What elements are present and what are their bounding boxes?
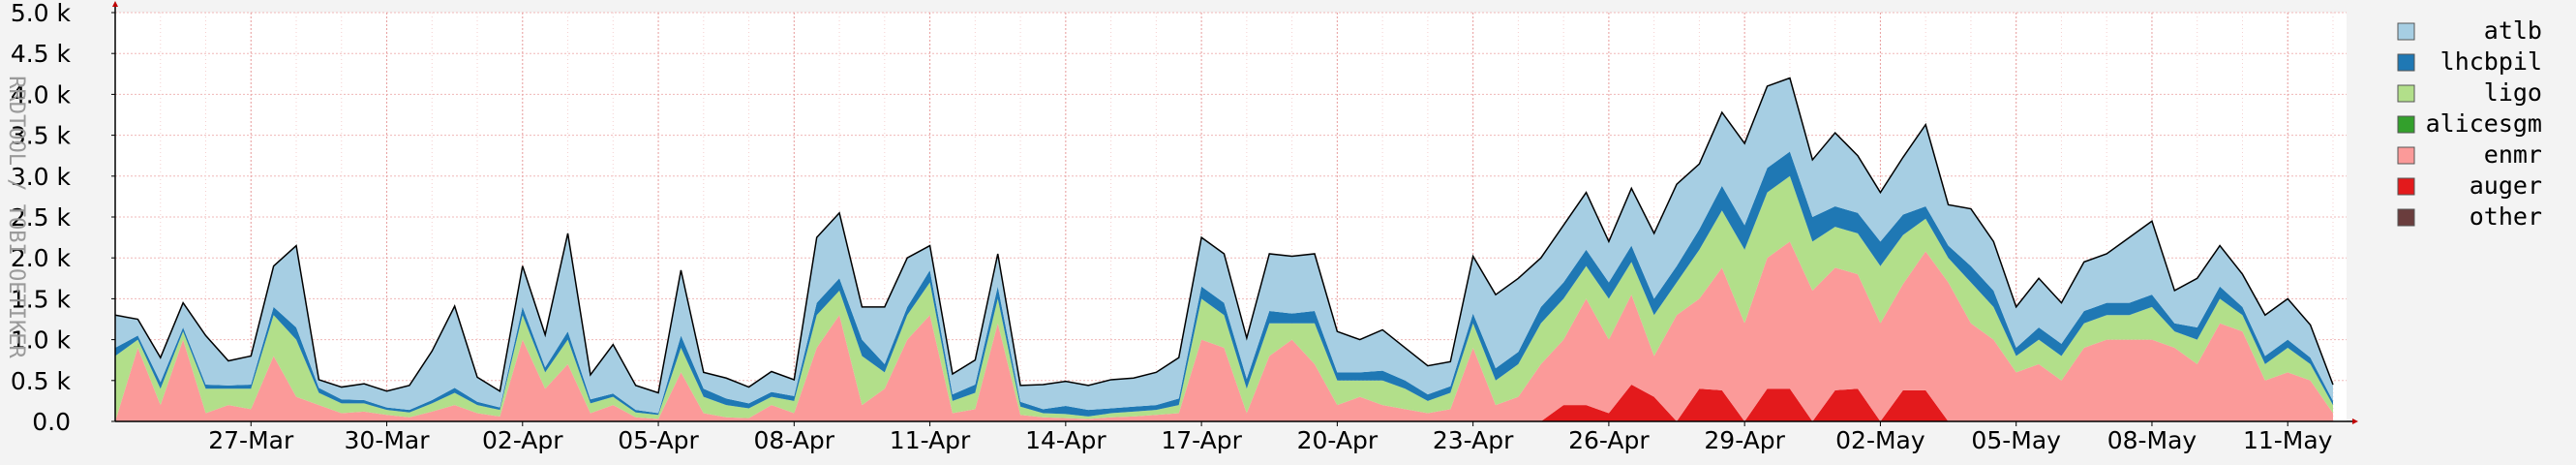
y-tick-labels: 0.0 0.5 k 1.0 k 1.5 k 2.0 k 2.5 k 3.0 k 3.5 k 4.…	[11, 0, 115, 436]
x-tick-label-4: 08-Apr	[754, 426, 835, 454]
x-tick-label-3: 05-Apr	[618, 426, 699, 454]
x-tick-label-10: 26-Apr	[1568, 426, 1650, 454]
x-tick-label-5: 11-Apr	[890, 426, 971, 454]
x-tick-label-2: 02-Apr	[482, 426, 563, 454]
legend-label-lhcbpil: lhcbpil	[2440, 47, 2542, 76]
x-tick-label-11: 29-Apr	[1704, 426, 1785, 454]
x-tick-label-7: 17-Apr	[1161, 426, 1242, 454]
series-areas	[115, 78, 2333, 421]
y-tick-label-0: 0.0	[32, 408, 71, 436]
y-tick-label-6: 3.0 k	[11, 163, 72, 191]
x-tick-label-14: 08-May	[2107, 426, 2197, 454]
legend-swatch-lhcbpil	[2397, 53, 2415, 72]
y-tick-label-4: 2.0 k	[11, 244, 72, 272]
x-tick-label-9: 23-Apr	[1433, 426, 1514, 454]
x-tick-label-1: 30-Mar	[345, 426, 431, 454]
y-tick-label-9: 4.5 k	[11, 40, 72, 68]
x-tick-label-6: 14-Apr	[1025, 426, 1106, 454]
x-axis-arrow	[2352, 418, 2358, 424]
y-tick-label-7: 3.5 k	[11, 122, 72, 150]
x-tick-label-12: 02-May	[1835, 426, 1925, 454]
x-tick-label-13: 05-May	[1971, 426, 2061, 454]
x-tick-labels: 27-Mar 30-Mar 02-Apr 05-Apr 08-Apr 11-Apr 14-A…	[208, 421, 2333, 454]
legend-swatch-auger	[2397, 177, 2415, 196]
legend-swatch-ligo	[2397, 84, 2415, 103]
legend-label-other: other	[2470, 202, 2542, 231]
y-axis-label: RRDTOOL / TOBI OETIKER	[4, 76, 28, 358]
legend-label-auger: auger	[2470, 171, 2542, 200]
legend-label-ligo: ligo	[2484, 78, 2542, 107]
y-tick-label-5: 2.5 k	[11, 203, 72, 232]
y-tick-label-3: 1.5 k	[11, 285, 72, 313]
y-tick-label-1: 0.5 k	[11, 367, 72, 395]
legend-swatch-other	[2397, 208, 2415, 227]
y-tick-label-2: 1.0 k	[11, 326, 72, 355]
series-area-auger	[115, 385, 2333, 421]
legend-swatch-atlb	[2397, 22, 2415, 41]
legend-swatch-enmr	[2397, 146, 2415, 165]
legend-label-alicesgm: alicesgm	[2426, 109, 2542, 138]
series-area-enmr	[115, 241, 2333, 421]
x-tick-label-8: 20-Apr	[1297, 426, 1379, 454]
y-tick-label-8: 4.0 k	[11, 80, 72, 108]
axes	[112, 1, 2358, 424]
legend-label-enmr: enmr	[2484, 140, 2542, 169]
legend-swatch-alicesgm	[2397, 115, 2415, 134]
y-axis-arrow	[112, 1, 118, 7]
x-tick-label-0: 27-Mar	[208, 426, 294, 454]
series-area-ligo	[115, 175, 2333, 421]
x-tick-label-15: 11-May	[2243, 426, 2333, 454]
y-tick-label-10: 5.0 k	[11, 0, 72, 27]
legend-label-atlb: atlb	[2484, 16, 2542, 45]
total-outline	[114, 77, 2334, 394]
